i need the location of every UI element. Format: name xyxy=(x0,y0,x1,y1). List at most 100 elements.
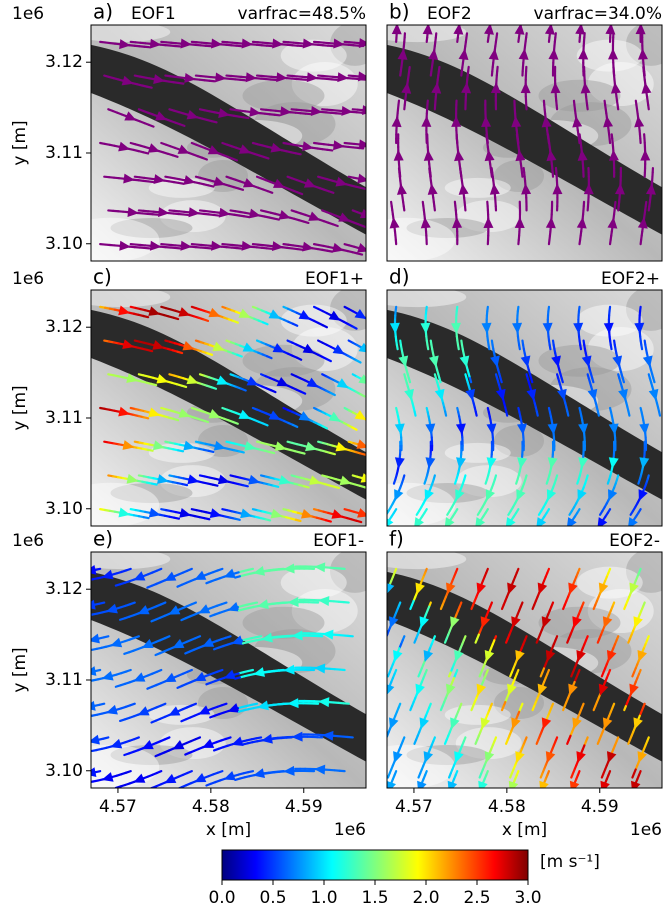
streamline xyxy=(237,450,245,454)
terrain-ridge xyxy=(91,25,171,43)
streamline xyxy=(264,518,272,522)
arrow-head xyxy=(490,355,500,368)
arrow-head xyxy=(156,373,169,384)
streamline xyxy=(326,148,334,152)
arrow-head xyxy=(573,322,584,335)
arrow-head xyxy=(422,25,433,35)
arrow-head xyxy=(388,616,399,629)
valley xyxy=(91,44,366,235)
arrow-head xyxy=(451,115,462,127)
arrow-head xyxy=(118,406,131,417)
arrow-head xyxy=(149,38,162,49)
arrow-head xyxy=(137,605,150,615)
streamline xyxy=(490,167,494,174)
arrow-head xyxy=(118,141,131,152)
terrain-ridge xyxy=(538,79,621,112)
streamline xyxy=(459,167,462,174)
arrow-head xyxy=(568,683,578,696)
streamline xyxy=(237,187,245,191)
panel-title: EOF1+ xyxy=(305,269,364,289)
arrow-head xyxy=(480,616,491,629)
arrow-head xyxy=(572,717,582,730)
streamline xyxy=(299,390,307,395)
y-tick-label: 3.12 xyxy=(45,579,83,599)
streamline xyxy=(395,343,399,351)
streamline xyxy=(332,223,339,228)
streamline xyxy=(298,451,306,455)
terrain-ridge xyxy=(91,290,171,308)
streamline xyxy=(473,528,476,532)
streamline xyxy=(237,709,245,713)
streamline xyxy=(356,252,364,256)
arrow-head xyxy=(397,48,408,60)
streamline xyxy=(91,647,98,651)
arrow-head xyxy=(516,489,526,502)
arrow-head xyxy=(550,82,561,94)
arrow-head xyxy=(546,149,557,162)
streamline xyxy=(467,65,470,73)
arrow-head xyxy=(141,740,154,750)
streamline xyxy=(387,772,391,779)
streamline xyxy=(606,478,611,485)
streamline xyxy=(535,637,540,644)
arrow-head xyxy=(577,489,587,502)
streamline xyxy=(359,452,366,456)
streamline xyxy=(519,25,522,27)
arrow-head xyxy=(122,440,135,450)
arrow-head xyxy=(633,717,643,730)
arrow-head xyxy=(388,717,399,730)
arrow-head xyxy=(300,508,313,519)
arrow-head xyxy=(271,241,284,252)
arrow-head xyxy=(186,374,199,385)
arrow-head xyxy=(645,183,656,195)
x-axis-label: x [m] xyxy=(502,820,547,840)
streamline xyxy=(600,791,602,795)
streamline xyxy=(565,528,568,532)
streamline xyxy=(321,324,329,329)
streamline xyxy=(333,485,341,490)
arrow-head xyxy=(101,772,114,782)
terrain-ridge xyxy=(148,704,215,725)
terrain-ridge xyxy=(330,552,366,593)
streamline xyxy=(380,706,382,710)
streamline xyxy=(232,420,239,425)
arrow-head xyxy=(168,605,181,615)
arrow-head xyxy=(608,489,618,502)
streamline xyxy=(265,247,273,250)
streamline xyxy=(390,200,393,208)
arrow-head xyxy=(640,149,651,161)
arrow-head xyxy=(105,603,118,614)
arrow-head xyxy=(356,439,366,449)
arrow-head xyxy=(272,178,286,188)
arrow-head xyxy=(302,241,314,252)
streamline xyxy=(263,771,271,775)
streamline xyxy=(351,426,358,431)
arrow-head xyxy=(569,780,580,788)
streamline xyxy=(566,410,570,417)
terrain-ridge xyxy=(110,217,193,238)
arrow-head xyxy=(612,355,623,368)
arrow-head xyxy=(618,388,628,401)
arrow-head xyxy=(489,183,500,195)
streamline xyxy=(271,635,279,639)
streamline xyxy=(374,354,378,356)
streamline xyxy=(476,795,478,799)
arrow-head xyxy=(253,667,266,677)
streamline xyxy=(209,613,216,618)
streamline xyxy=(627,410,631,417)
arrow-head xyxy=(391,25,402,35)
arrow-head xyxy=(213,176,226,187)
x-offset: 1e6 xyxy=(630,820,662,840)
streamline xyxy=(263,670,271,674)
streamline xyxy=(374,424,378,426)
arrow-head xyxy=(542,322,553,335)
arrow-head xyxy=(484,149,495,162)
streamline xyxy=(154,652,162,657)
streamline xyxy=(421,200,425,208)
streamline xyxy=(207,184,215,188)
arrow-head xyxy=(194,772,207,783)
arrow-head xyxy=(202,738,215,748)
streamline xyxy=(84,742,89,743)
streamline xyxy=(413,637,418,644)
arrow-head xyxy=(182,340,195,351)
